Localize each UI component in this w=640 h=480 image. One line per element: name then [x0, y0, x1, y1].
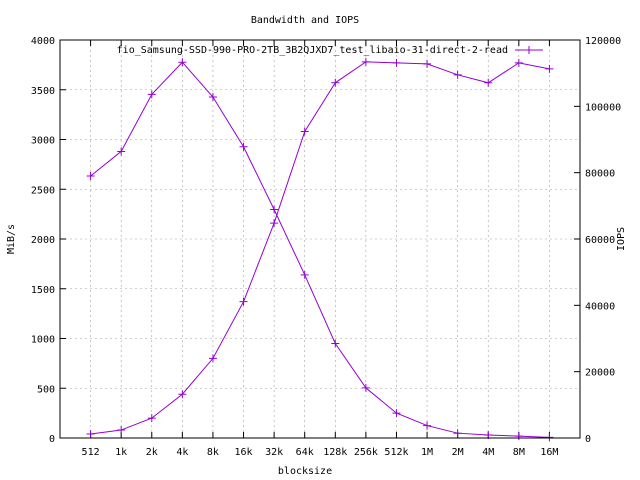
- y-tick-label: 4000: [31, 36, 55, 47]
- data-point-marker: [453, 429, 462, 438]
- data-point-marker: [117, 147, 126, 156]
- data-point-marker: [86, 430, 95, 439]
- y-tick-label: 1000: [31, 335, 55, 346]
- x-tick-label: 4M: [482, 447, 494, 458]
- data-point-marker: [178, 390, 187, 399]
- data-point-marker: [545, 433, 554, 442]
- x-tick-label: 512: [82, 447, 100, 458]
- data-point-marker: [514, 432, 523, 441]
- y-tick-label: 0: [49, 434, 55, 445]
- x-tick-label: 16k: [234, 447, 252, 458]
- y2-tick-label: 120000: [585, 36, 621, 47]
- data-point-marker: [423, 421, 432, 430]
- grid-layer: [60, 40, 580, 438]
- x-tick-label: 8k: [207, 447, 219, 458]
- legend-marker: [525, 46, 533, 54]
- series-line-right: [90, 61, 550, 438]
- x-tick-label: 128k: [323, 447, 347, 458]
- legend-label: fio_Samsung-SSD-990-PRO-2TB_3B2QJXD7_tes…: [117, 45, 508, 56]
- y-tick-label: 2500: [31, 185, 55, 196]
- data-point-marker: [392, 409, 401, 418]
- data-point-marker: [300, 270, 309, 279]
- data-point-marker: [361, 57, 370, 66]
- y-tick-label: 2000: [31, 235, 55, 246]
- plot-border: [59, 39, 581, 439]
- y2-tick-label: 40000: [585, 301, 615, 312]
- y-axis-label: MiB/s: [6, 224, 17, 254]
- x-tick-label: 2M: [452, 447, 464, 458]
- x-tick-label: 8M: [513, 447, 525, 458]
- data-point-marker: [86, 171, 95, 180]
- data-point-marker: [270, 219, 279, 228]
- legend: fio_Samsung-SSD-990-PRO-2TB_3B2QJXD7_tes…: [117, 45, 543, 56]
- data-point-marker: [392, 58, 401, 67]
- y2-axis-label: IOPS: [616, 227, 627, 251]
- data-point-marker: [300, 127, 309, 136]
- x-tick-label: 4k: [176, 447, 188, 458]
- y-tick-label: 1500: [31, 285, 55, 296]
- y-tick-label: 500: [37, 384, 55, 395]
- data-point-marker: [453, 70, 462, 79]
- data-point-marker: [331, 339, 340, 348]
- data-point-marker: [361, 383, 370, 392]
- data-point-marker: [147, 90, 156, 99]
- data-point-marker: [208, 354, 217, 363]
- data-point-marker: [239, 297, 248, 306]
- y2-tick-label: 0: [585, 434, 591, 445]
- y2-tick-label: 20000: [585, 368, 615, 379]
- y2-tick-label: 60000: [585, 235, 615, 246]
- y-tick-label: 3500: [31, 86, 55, 97]
- x-tick-label: 1k: [115, 447, 127, 458]
- x-tick-label: 64k: [296, 447, 314, 458]
- axis-layer: 0500100015002000250030003500400002000040…: [31, 36, 621, 458]
- data-point-marker: [484, 78, 493, 87]
- x-axis-label: blocksize: [278, 466, 332, 477]
- x-tick-label: 16M: [540, 447, 558, 458]
- data-point-marker: [514, 58, 523, 67]
- x-tick-label: 512k: [384, 447, 408, 458]
- data-point-marker: [208, 93, 217, 102]
- data-point-marker: [147, 414, 156, 423]
- x-tick-label: 32k: [265, 447, 283, 458]
- y-tick-label: 3000: [31, 136, 55, 147]
- chart-title: Bandwidth and IOPS: [251, 15, 359, 26]
- y2-tick-label: 100000: [585, 102, 621, 113]
- x-tick-label: 256k: [354, 447, 378, 458]
- data-point-marker: [239, 142, 248, 151]
- data-point-marker: [117, 426, 126, 435]
- data-point-marker: [331, 78, 340, 87]
- y2-tick-label: 80000: [585, 169, 615, 180]
- data-point-marker: [545, 64, 554, 73]
- series-line-left: [90, 61, 550, 435]
- data-point-marker: [423, 59, 432, 68]
- data-point-marker: [178, 58, 187, 67]
- series-layer: [86, 57, 554, 442]
- x-tick-label: 1M: [421, 447, 433, 458]
- data-point-marker: [270, 205, 279, 214]
- x-tick-label: 2k: [146, 447, 158, 458]
